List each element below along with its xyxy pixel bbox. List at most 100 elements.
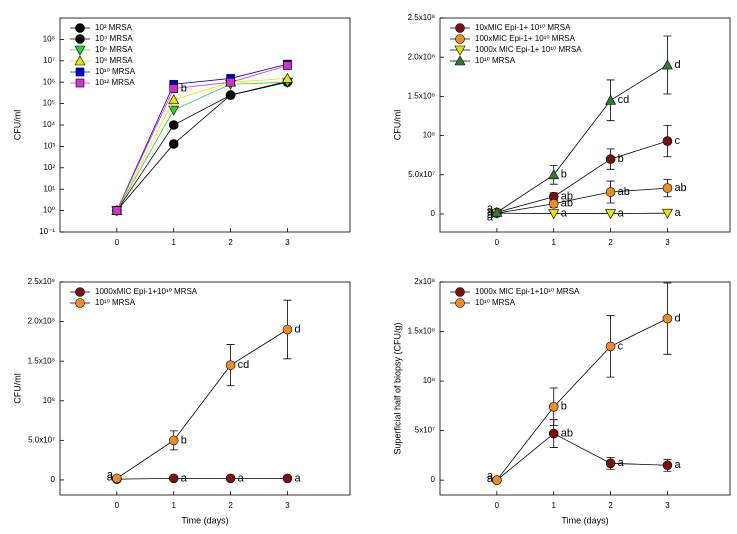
y-tick-label: 10⁸ bbox=[423, 131, 435, 140]
point-annotation: b bbox=[181, 434, 187, 446]
y-tick-label: 1.5x10⁸ bbox=[28, 356, 55, 365]
point-annotation: cd bbox=[618, 94, 630, 106]
y-axis-label: Superficial half of biopsy (CFU/g) bbox=[392, 322, 402, 454]
x-tick-label: 2 bbox=[608, 501, 613, 510]
x-tick-label: 3 bbox=[285, 238, 290, 247]
marker bbox=[169, 121, 178, 130]
point-annotation: a bbox=[674, 459, 681, 471]
y-axis-label: CFU/ml bbox=[12, 110, 22, 141]
point-annotation: ab bbox=[561, 427, 573, 439]
y-axis-label: CFU/ml bbox=[392, 110, 402, 141]
point-annotation: a bbox=[181, 472, 188, 484]
marker bbox=[283, 62, 291, 70]
series-line bbox=[497, 65, 668, 212]
y-tick-label: 10¹ bbox=[43, 184, 55, 193]
legend-label: 1000x MIC Epi-1+10¹⁰ MRSA bbox=[475, 287, 580, 296]
series-line bbox=[117, 81, 288, 210]
marker bbox=[606, 210, 616, 219]
marker bbox=[456, 35, 465, 44]
marker bbox=[455, 56, 465, 65]
y-axis-label: CFU/ml bbox=[12, 373, 22, 404]
point-annotation: a bbox=[238, 472, 245, 484]
y-tick-label: 2.5x10⁸ bbox=[408, 13, 435, 22]
point-annotation: b bbox=[561, 401, 567, 413]
marker bbox=[606, 155, 615, 164]
y-tick-label: 10⁴ bbox=[43, 120, 56, 129]
point-annotation: b bbox=[618, 153, 624, 165]
point-annotation: d bbox=[294, 323, 300, 335]
y-tick-label: 5.0x10⁷ bbox=[408, 170, 435, 179]
x-tick-label: 3 bbox=[285, 501, 290, 510]
series-line bbox=[117, 78, 288, 210]
marker bbox=[606, 459, 615, 468]
point-annotation: ab bbox=[618, 186, 630, 198]
point-annotation: a bbox=[618, 207, 625, 219]
y-tick-label: 0 bbox=[431, 209, 436, 218]
series-line bbox=[117, 330, 288, 479]
y-tick-label: 2.0x10⁸ bbox=[408, 52, 435, 61]
x-axis-label: Time (days) bbox=[181, 515, 228, 525]
plot-frame bbox=[60, 282, 350, 495]
point-annotation: a bbox=[294, 472, 301, 484]
y-tick-label: 5.0x10⁷ bbox=[28, 435, 55, 444]
marker bbox=[227, 78, 235, 86]
point-annotation: d bbox=[674, 313, 680, 325]
x-tick-label: 3 bbox=[665, 238, 670, 247]
x-tick-label: 0 bbox=[115, 501, 120, 510]
x-tick-label: 0 bbox=[495, 501, 500, 510]
legend-label: 10¹² MRSA bbox=[95, 78, 135, 87]
y-tick-label: 10⁸ bbox=[43, 396, 55, 405]
marker bbox=[456, 299, 465, 308]
marker bbox=[663, 461, 672, 470]
y-tick-label: 2x10⁸ bbox=[414, 277, 435, 286]
marker bbox=[663, 314, 672, 323]
marker bbox=[226, 474, 235, 483]
marker bbox=[456, 288, 465, 297]
marker bbox=[226, 91, 235, 100]
legend-label: 10xMIC Epi-1+ 10¹⁰ MRSA bbox=[475, 23, 571, 32]
series-line bbox=[117, 64, 288, 210]
point-annotation: ab bbox=[674, 182, 686, 194]
marker bbox=[549, 170, 559, 179]
series-line bbox=[117, 82, 288, 210]
point-annotation: a bbox=[618, 457, 625, 469]
legend-label: 10⁸ MRSA bbox=[95, 56, 133, 65]
x-tick-label: 1 bbox=[171, 238, 176, 247]
marker bbox=[76, 79, 84, 87]
marker bbox=[76, 35, 85, 44]
plot-frame bbox=[440, 282, 730, 495]
marker bbox=[283, 474, 292, 483]
x-tick-label: 3 bbox=[665, 501, 670, 510]
marker bbox=[606, 95, 616, 104]
series-line bbox=[497, 141, 668, 212]
y-tick-label: 10⁸ bbox=[423, 376, 435, 385]
legend-label: 1000x MIC Epi-1+ 10¹⁰ MRSA bbox=[475, 45, 582, 54]
y-tick-label: 10⁶ bbox=[43, 77, 55, 86]
series-line bbox=[497, 434, 668, 481]
x-tick-label: 2 bbox=[608, 238, 613, 247]
marker bbox=[75, 46, 85, 55]
marker bbox=[663, 184, 672, 193]
legend-label: 10⁶ MRSA bbox=[95, 45, 133, 54]
x-tick-label: 1 bbox=[551, 501, 556, 510]
marker bbox=[76, 24, 85, 33]
marker bbox=[549, 402, 558, 411]
legend-label: 1000xMIC Epi-1+10¹⁰ MRSA bbox=[95, 287, 198, 296]
x-tick-label: 1 bbox=[171, 501, 176, 510]
marker bbox=[549, 429, 558, 438]
point-annotation: c bbox=[674, 135, 680, 147]
point-annotation: cd bbox=[238, 359, 250, 371]
legend-label: 10¹⁰ MRSA bbox=[475, 298, 516, 307]
marker bbox=[170, 85, 178, 93]
point-annotation: a bbox=[561, 207, 568, 219]
point-annotation: a bbox=[674, 207, 681, 219]
point-annotation: b bbox=[561, 169, 567, 181]
point-annotation: a bbox=[107, 471, 114, 483]
marker bbox=[549, 199, 558, 208]
legend-label: 10⁴ MRSA bbox=[95, 34, 133, 43]
marker bbox=[662, 60, 672, 69]
series-line bbox=[497, 188, 668, 213]
point-annotation: a bbox=[487, 211, 494, 223]
marker bbox=[455, 46, 465, 55]
marker bbox=[606, 188, 615, 197]
